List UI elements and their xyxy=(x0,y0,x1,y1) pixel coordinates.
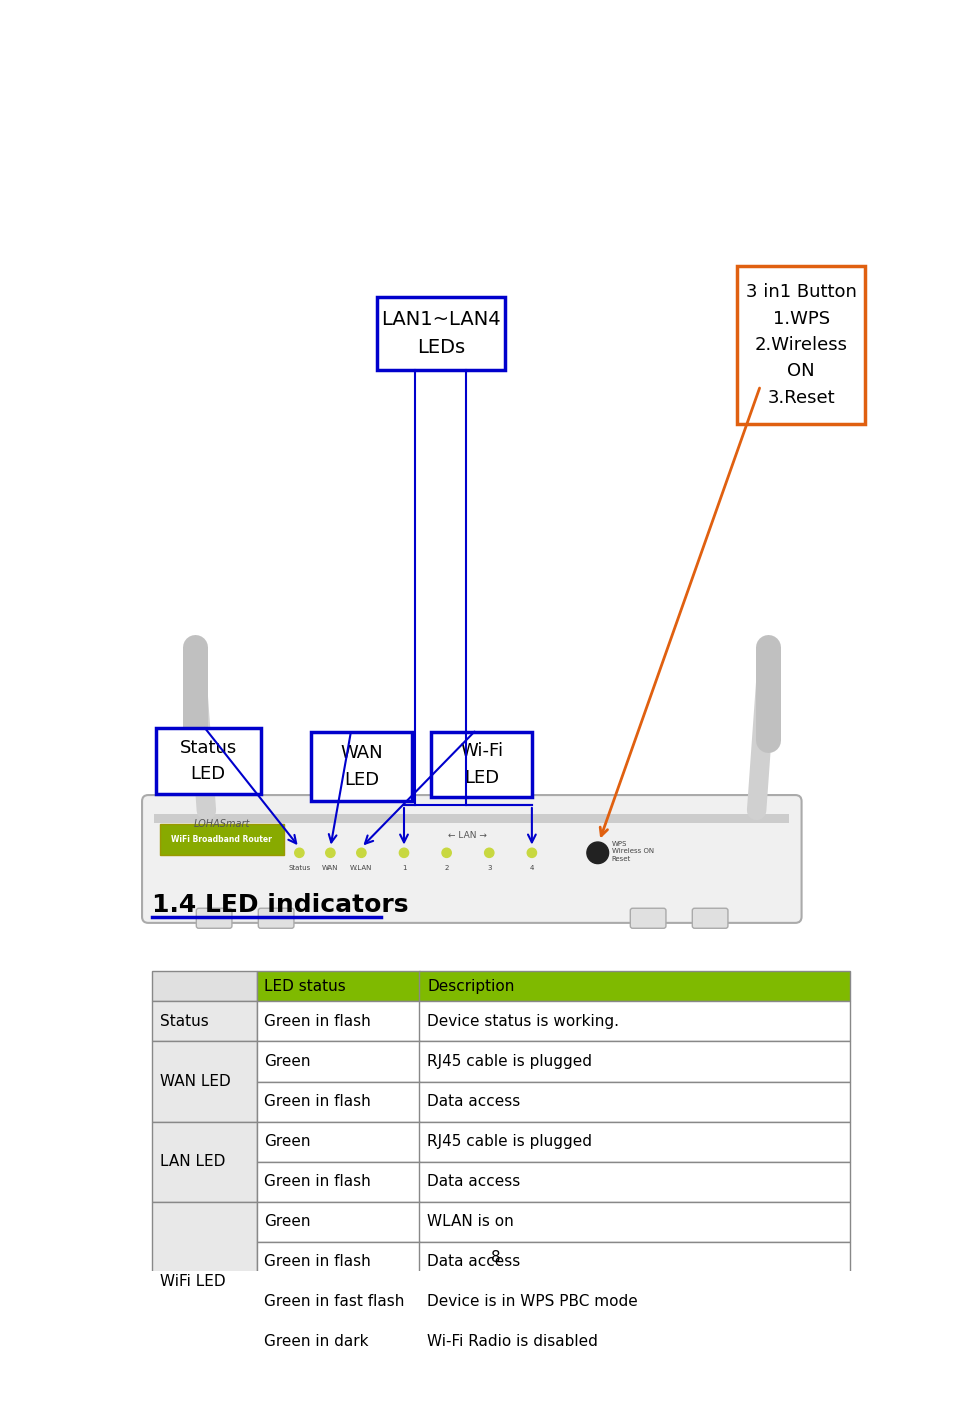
Text: 8: 8 xyxy=(491,1250,501,1265)
Circle shape xyxy=(399,848,409,857)
Bar xyxy=(420,971,850,1001)
Bar xyxy=(257,1282,420,1322)
Bar xyxy=(152,1041,257,1121)
Text: W.LAN: W.LAN xyxy=(350,865,372,871)
Text: Wi-Fi Radio is disabled: Wi-Fi Radio is disabled xyxy=(427,1334,598,1349)
Text: Status: Status xyxy=(288,865,310,871)
Text: RJ45 cable is plugged: RJ45 cable is plugged xyxy=(427,1134,592,1150)
FancyBboxPatch shape xyxy=(692,908,728,928)
Circle shape xyxy=(484,848,494,857)
Bar xyxy=(420,1041,850,1081)
Bar xyxy=(154,814,789,823)
Text: WAN LED: WAN LED xyxy=(160,1074,231,1090)
Text: 1: 1 xyxy=(402,865,406,871)
Circle shape xyxy=(357,848,366,857)
Bar xyxy=(257,1201,420,1242)
Bar xyxy=(257,971,420,1001)
Text: WiFi Broadband Router: WiFi Broadband Router xyxy=(172,835,272,844)
Text: WAN: WAN xyxy=(322,865,338,871)
Text: WAN
LED: WAN LED xyxy=(340,744,383,788)
Text: WPS: WPS xyxy=(611,841,627,847)
Text: Green in dark: Green in dark xyxy=(265,1334,369,1349)
Circle shape xyxy=(527,848,537,857)
Bar xyxy=(257,1001,420,1041)
Text: WiFi LED: WiFi LED xyxy=(160,1274,226,1289)
Bar xyxy=(152,971,257,1001)
Circle shape xyxy=(442,848,452,857)
Text: Green in flash: Green in flash xyxy=(265,1174,371,1190)
Text: Green: Green xyxy=(265,1214,311,1230)
Text: LED status: LED status xyxy=(265,978,346,994)
Circle shape xyxy=(587,843,609,864)
Bar xyxy=(377,297,505,370)
Text: Green in flash: Green in flash xyxy=(265,1014,371,1030)
Bar xyxy=(160,824,284,855)
Bar xyxy=(156,728,261,794)
Text: 1.4 LED indicators: 1.4 LED indicators xyxy=(152,892,409,917)
Bar xyxy=(420,1322,850,1362)
Bar xyxy=(420,1242,850,1282)
Bar xyxy=(257,1121,420,1161)
Bar xyxy=(257,1081,420,1121)
Text: Green: Green xyxy=(265,1054,311,1070)
Bar xyxy=(420,1282,850,1322)
Text: Green in flash: Green in flash xyxy=(265,1094,371,1110)
Bar xyxy=(152,1121,257,1201)
Text: Data access: Data access xyxy=(427,1094,520,1110)
Text: ← LAN →: ← LAN → xyxy=(448,831,487,840)
FancyBboxPatch shape xyxy=(259,908,294,928)
Text: Green: Green xyxy=(265,1134,311,1150)
Text: WLAN is on: WLAN is on xyxy=(427,1214,514,1230)
FancyBboxPatch shape xyxy=(142,795,801,922)
Text: Reset: Reset xyxy=(611,855,631,863)
Bar xyxy=(152,1001,257,1041)
Text: RJ45 cable is plugged: RJ45 cable is plugged xyxy=(427,1054,592,1070)
Bar xyxy=(257,1041,420,1081)
Circle shape xyxy=(295,848,304,857)
Bar xyxy=(420,1121,850,1161)
Bar xyxy=(152,1201,257,1362)
Bar xyxy=(257,1242,420,1282)
Text: Green in flash: Green in flash xyxy=(265,1254,371,1269)
Bar xyxy=(420,1161,850,1201)
Bar xyxy=(420,1001,850,1041)
Text: 2: 2 xyxy=(445,865,449,871)
Text: LAN LED: LAN LED xyxy=(160,1154,225,1170)
Text: Data access: Data access xyxy=(427,1174,520,1190)
Text: Status
LED: Status LED xyxy=(179,738,237,783)
Text: Description: Description xyxy=(427,978,515,994)
Text: Device is in WPS PBC mode: Device is in WPS PBC mode xyxy=(427,1294,638,1309)
Text: Wireless ON: Wireless ON xyxy=(611,848,654,854)
Text: Data access: Data access xyxy=(427,1254,520,1269)
Text: Status: Status xyxy=(160,1014,208,1030)
Bar xyxy=(431,733,532,797)
FancyBboxPatch shape xyxy=(197,908,232,928)
Text: Wi-Fi
LED: Wi-Fi LED xyxy=(460,743,503,787)
Bar xyxy=(737,266,865,424)
Text: LAN1~LAN4
LEDs: LAN1~LAN4 LEDs xyxy=(381,310,501,357)
Bar xyxy=(420,1201,850,1242)
Text: 3: 3 xyxy=(487,865,491,871)
Text: LOHASmart: LOHASmart xyxy=(194,820,250,830)
FancyBboxPatch shape xyxy=(630,908,666,928)
Text: 4: 4 xyxy=(530,865,534,871)
Bar xyxy=(311,733,412,801)
Bar xyxy=(420,1081,850,1121)
Bar xyxy=(257,1322,420,1362)
Text: Green in fast flash: Green in fast flash xyxy=(265,1294,405,1309)
Bar xyxy=(257,1161,420,1201)
Text: 3 in1 Button
1.WPS
2.Wireless
ON
3.Reset: 3 in1 Button 1.WPS 2.Wireless ON 3.Reset xyxy=(746,283,857,407)
Text: Device status is working.: Device status is working. xyxy=(427,1014,619,1030)
Circle shape xyxy=(326,848,335,857)
